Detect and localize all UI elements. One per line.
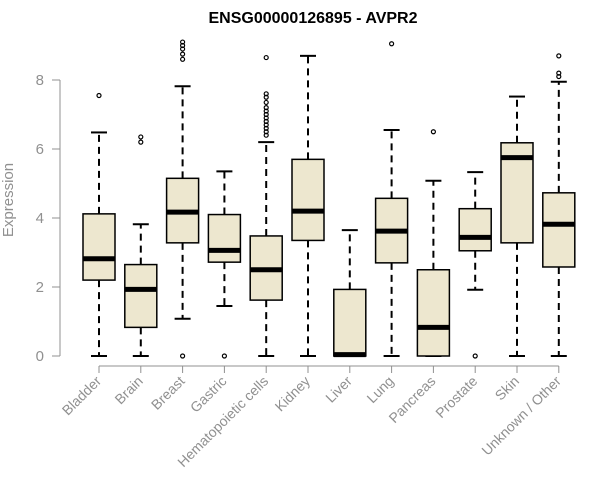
x-tick-label: Brain (111, 373, 145, 407)
outlier-point (138, 134, 144, 140)
outlier-point (180, 51, 186, 57)
chart-title: ENSG00000126895 - AVPR2 (208, 10, 417, 27)
outlier-point (263, 99, 269, 106)
x-tick-label: Breast (148, 373, 188, 413)
y-axis-label: Expression (0, 163, 17, 237)
iqr-box (82, 213, 116, 281)
outlier-point (263, 104, 269, 111)
iqr-box (124, 263, 158, 329)
iqr-box (333, 288, 367, 357)
x-tick-label: Skin (492, 373, 523, 404)
iqr-box (291, 158, 325, 242)
x-tick-label: Prostate (432, 373, 480, 421)
iqr-box (542, 192, 576, 268)
y-tick-label: 2 (36, 279, 44, 296)
outlier-point (556, 53, 562, 59)
box-skin (500, 95, 534, 357)
outlier-point (180, 39, 186, 45)
x-tick-label: Kidney (272, 373, 314, 415)
box-kidney (291, 54, 325, 357)
outlier-point (263, 91, 269, 97)
box-hematopoietic-cells (249, 54, 283, 357)
y-axis: 0 2 4 6 8 (36, 72, 61, 365)
outlier-point (138, 139, 144, 145)
outlier-point (180, 353, 186, 359)
outlier-point (263, 54, 269, 61)
box-brain (124, 134, 158, 357)
outlier-point (430, 129, 436, 135)
y-tick-label: 8 (36, 72, 44, 89)
x-tick-label: Lung (363, 373, 396, 406)
outlier-point (96, 92, 102, 99)
iqr-box (416, 269, 451, 357)
x-tick-label: Unknown / Other (478, 373, 564, 459)
iqr-box (458, 207, 492, 252)
outlier-point (556, 70, 562, 76)
outlier-point (180, 56, 186, 62)
box-pancreas (416, 129, 451, 357)
box-prostate (458, 171, 492, 359)
y-tick-label: 0 (36, 348, 44, 365)
box-breast (165, 39, 200, 359)
outlier-point (221, 353, 227, 359)
box-gastric (207, 170, 242, 359)
x-tick-label: Bladder (59, 373, 105, 419)
box-lung (374, 41, 409, 357)
x-tick-label: Liver (322, 373, 355, 406)
outlier-point (389, 41, 395, 47)
y-tick-label: 6 (36, 141, 44, 158)
box-series (82, 39, 576, 359)
box-liver (333, 229, 367, 358)
box-unknown-other (542, 53, 576, 357)
outlier-point (472, 353, 478, 359)
box-bladder (82, 92, 116, 357)
iqr-box (207, 213, 242, 263)
y-tick-label: 4 (36, 210, 44, 227)
